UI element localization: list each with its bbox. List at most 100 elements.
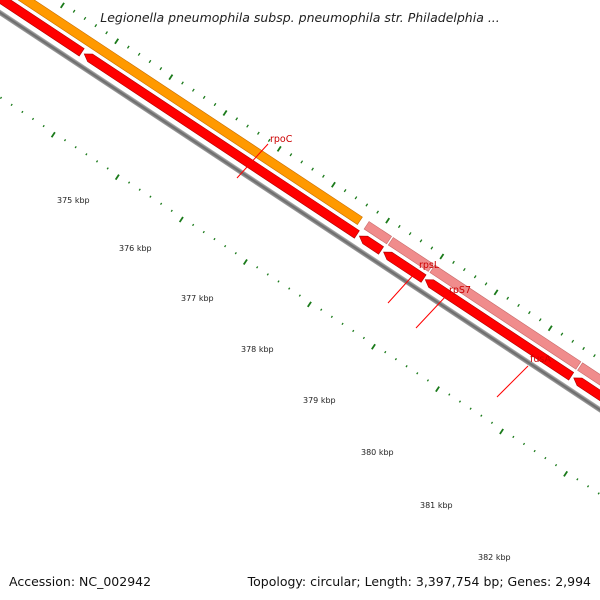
scale-label: 379 kbp <box>303 396 336 405</box>
tick-mark <box>21 110 24 114</box>
tick-mark <box>547 325 553 332</box>
scale-label: 381 kbp <box>420 501 453 510</box>
tick-mark <box>462 267 466 272</box>
tick-mark <box>192 223 195 227</box>
tick-mark <box>170 209 173 213</box>
tick-mark <box>234 252 237 255</box>
tick-mark <box>10 103 13 107</box>
tick-mark <box>311 167 314 171</box>
tick-mark <box>582 346 585 351</box>
tick-mark <box>533 449 536 453</box>
gene-label-rpoC: rpoC <box>270 134 293 145</box>
tick-mark <box>298 294 301 297</box>
tick-mark <box>480 414 483 417</box>
tick-mark <box>473 275 477 279</box>
tick-mark <box>365 203 369 207</box>
tick-mark <box>191 88 195 92</box>
tick-mark <box>222 109 228 116</box>
tick-mark <box>127 181 131 184</box>
tick-mark <box>493 289 499 296</box>
tick-mark <box>114 38 120 45</box>
tick-mark <box>593 354 596 358</box>
tick-mark <box>341 322 344 326</box>
cds-arrow[interactable] <box>423 276 575 381</box>
tick-mark <box>114 174 120 181</box>
gene-label-rpsS7: rpS7 <box>449 285 471 296</box>
tick-mark <box>266 273 269 276</box>
tick-mark <box>528 311 531 315</box>
gene-rpsL[interactable] <box>363 221 392 245</box>
tick-mark <box>307 301 312 308</box>
tick-mark <box>320 308 323 311</box>
tick-mark <box>405 365 408 368</box>
tick-mark <box>72 9 76 13</box>
gene-fusA[interactable] <box>429 264 582 370</box>
tick-mark <box>430 246 434 250</box>
gene-forward-tail[interactable] <box>577 362 600 437</box>
tick-mark <box>331 181 336 188</box>
tick-mark <box>276 145 282 152</box>
cds-row[interactable] <box>0 0 600 448</box>
tick-mark <box>213 102 217 107</box>
tick-mark <box>105 31 108 35</box>
scale-label: 380 kbp <box>361 448 394 457</box>
tick-mark <box>352 329 355 333</box>
tick-mark <box>499 428 504 435</box>
tick-mark <box>426 379 430 382</box>
tick-mark <box>181 81 184 85</box>
cds-arrow[interactable] <box>357 232 384 255</box>
cds-arrow[interactable] <box>82 50 360 239</box>
tick-mark <box>126 45 130 49</box>
tick-mark <box>148 59 152 64</box>
tick-mark <box>522 442 526 446</box>
scale-labels: 375 kbp 376 kbp 377 kbp 378 kbp 379 kbp … <box>57 196 511 562</box>
tick-mark <box>397 224 401 229</box>
tick-mark <box>289 153 293 157</box>
tick-mark <box>448 393 451 396</box>
tick-mark <box>256 266 259 269</box>
tick-mark <box>178 216 184 223</box>
tick-mark <box>63 138 67 142</box>
gene-rpoC[interactable] <box>0 0 363 225</box>
tick-mark <box>371 343 376 350</box>
tick-mark <box>435 386 440 393</box>
tick-mark <box>376 210 379 214</box>
tick-mark <box>385 217 391 224</box>
tick-mark <box>419 239 423 243</box>
genome-title: Legionella pneumophila subsp. pneumophil… <box>100 10 500 25</box>
cds-arrow[interactable] <box>0 0 85 57</box>
tick-mark <box>85 153 88 156</box>
tick-mark <box>506 296 510 300</box>
tick-mark <box>394 357 398 361</box>
tick-mark <box>300 160 304 164</box>
tick-mark <box>597 492 600 495</box>
tick-mark <box>202 230 205 234</box>
gene-label-leaders <box>236 143 529 398</box>
tick-mark <box>408 232 412 236</box>
tick-mark <box>484 282 488 286</box>
inner-tick-ring <box>0 96 600 495</box>
tick-mark <box>60 2 65 9</box>
tick-mark <box>95 160 99 163</box>
tick-mark <box>571 339 575 343</box>
tick-mark <box>277 280 280 283</box>
cds-arrow[interactable] <box>571 374 600 448</box>
gene-rpsS7[interactable] <box>387 237 434 272</box>
tick-mark <box>267 138 271 143</box>
tick-mark <box>224 244 227 248</box>
scale-label: 375 kbp <box>57 196 90 205</box>
tick-mark <box>554 463 558 467</box>
tick-mark <box>469 407 472 410</box>
tick-mark <box>213 237 216 241</box>
genome-summary: Topology: circular; Length: 3,397,754 bp… <box>247 574 591 589</box>
tick-mark <box>576 478 579 481</box>
tick-mark <box>257 131 260 135</box>
tick-mark <box>83 16 87 21</box>
scale-label: 378 kbp <box>241 345 274 354</box>
cds-arrow[interactable] <box>381 248 427 283</box>
tick-mark <box>246 124 249 128</box>
tick-mark <box>322 174 325 178</box>
tick-mark <box>560 332 564 336</box>
